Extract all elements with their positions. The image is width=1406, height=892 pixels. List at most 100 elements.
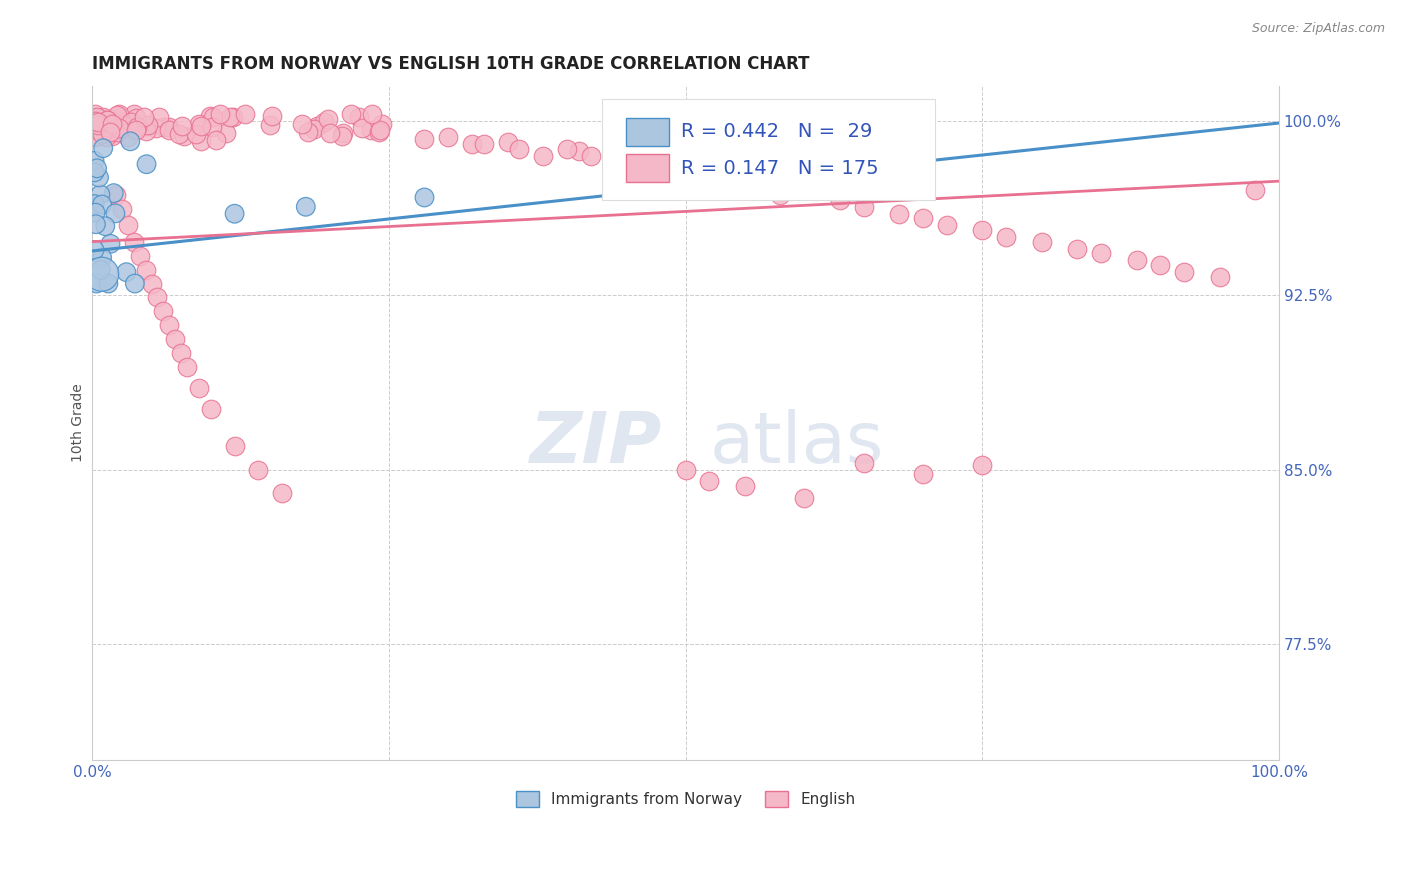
FancyBboxPatch shape xyxy=(626,154,669,182)
Point xyxy=(87,119,110,133)
Point xyxy=(972,223,994,237)
Point xyxy=(87,119,110,133)
Point xyxy=(201,120,224,135)
Point xyxy=(215,126,238,140)
Point xyxy=(84,128,107,143)
Point xyxy=(87,115,110,129)
Point xyxy=(316,112,339,127)
Point xyxy=(94,219,117,234)
Point xyxy=(98,113,121,128)
Point xyxy=(349,110,371,124)
Point xyxy=(198,109,221,123)
Point xyxy=(96,113,118,128)
Point xyxy=(889,207,911,221)
Point xyxy=(697,174,720,188)
Point xyxy=(90,267,112,281)
Point xyxy=(188,117,211,131)
Point xyxy=(120,115,142,129)
Point xyxy=(716,142,738,156)
Point xyxy=(911,211,934,226)
Point xyxy=(828,193,851,207)
Point xyxy=(190,134,212,148)
Point xyxy=(170,346,193,360)
Point xyxy=(84,217,107,231)
Point xyxy=(148,110,170,124)
Point xyxy=(84,113,107,128)
Point xyxy=(233,106,256,120)
Point xyxy=(297,125,319,139)
Point xyxy=(291,117,314,131)
Point xyxy=(98,120,121,134)
Point xyxy=(508,142,530,156)
Point xyxy=(108,110,131,124)
Point xyxy=(112,121,135,136)
Point xyxy=(120,134,142,148)
Point xyxy=(579,148,602,162)
Point xyxy=(330,129,353,144)
Point xyxy=(793,184,815,198)
Point xyxy=(1173,265,1195,279)
Legend: Immigrants from Norway, English: Immigrants from Norway, English xyxy=(510,785,862,814)
Point xyxy=(94,122,117,136)
Point xyxy=(100,236,122,251)
Point xyxy=(793,491,815,505)
Point xyxy=(531,148,554,162)
Point xyxy=(437,130,460,145)
Text: IMMIGRANTS FROM NORWAY VS ENGLISH 10TH GRADE CORRELATION CHART: IMMIGRANTS FROM NORWAY VS ENGLISH 10TH G… xyxy=(93,55,810,73)
Point xyxy=(91,111,114,125)
Y-axis label: 10th Grade: 10th Grade xyxy=(72,384,86,462)
Point xyxy=(496,135,519,149)
Point xyxy=(91,197,114,211)
Point xyxy=(91,122,114,136)
Point xyxy=(117,219,139,233)
Point xyxy=(176,360,198,375)
Point xyxy=(259,118,281,132)
Point xyxy=(769,188,792,202)
Point xyxy=(165,332,187,346)
Point xyxy=(83,115,105,129)
Point xyxy=(368,122,391,136)
Point xyxy=(105,125,128,139)
Point xyxy=(83,122,105,136)
FancyBboxPatch shape xyxy=(626,118,669,146)
Point xyxy=(188,381,211,395)
Point xyxy=(86,161,108,176)
Point xyxy=(89,119,111,133)
Point xyxy=(96,119,118,133)
Point xyxy=(157,120,180,134)
Point xyxy=(318,127,340,141)
Point xyxy=(1066,242,1088,256)
Point xyxy=(117,130,139,145)
Point xyxy=(83,111,105,125)
Point xyxy=(184,128,207,142)
Point xyxy=(935,219,957,233)
Point xyxy=(360,123,382,137)
Point xyxy=(170,120,193,134)
Point xyxy=(87,112,110,127)
Point xyxy=(135,124,157,138)
Point xyxy=(122,106,145,120)
Point xyxy=(614,146,637,161)
Point xyxy=(87,121,110,136)
Point xyxy=(638,162,661,177)
Point xyxy=(340,106,363,120)
Point xyxy=(271,486,294,500)
Point xyxy=(134,110,156,124)
Point xyxy=(312,115,335,129)
Point xyxy=(135,119,157,133)
Point xyxy=(118,113,141,128)
Point xyxy=(90,112,112,127)
Point xyxy=(1125,253,1147,268)
Point xyxy=(190,119,212,133)
Point xyxy=(846,130,869,145)
Point xyxy=(125,120,148,134)
Point xyxy=(83,112,105,126)
Point xyxy=(87,115,110,129)
Point xyxy=(1149,258,1171,272)
Point xyxy=(83,118,105,132)
Point xyxy=(361,106,384,120)
Point xyxy=(200,402,222,417)
Point xyxy=(84,205,107,219)
Point xyxy=(173,128,195,143)
Point xyxy=(86,277,108,291)
